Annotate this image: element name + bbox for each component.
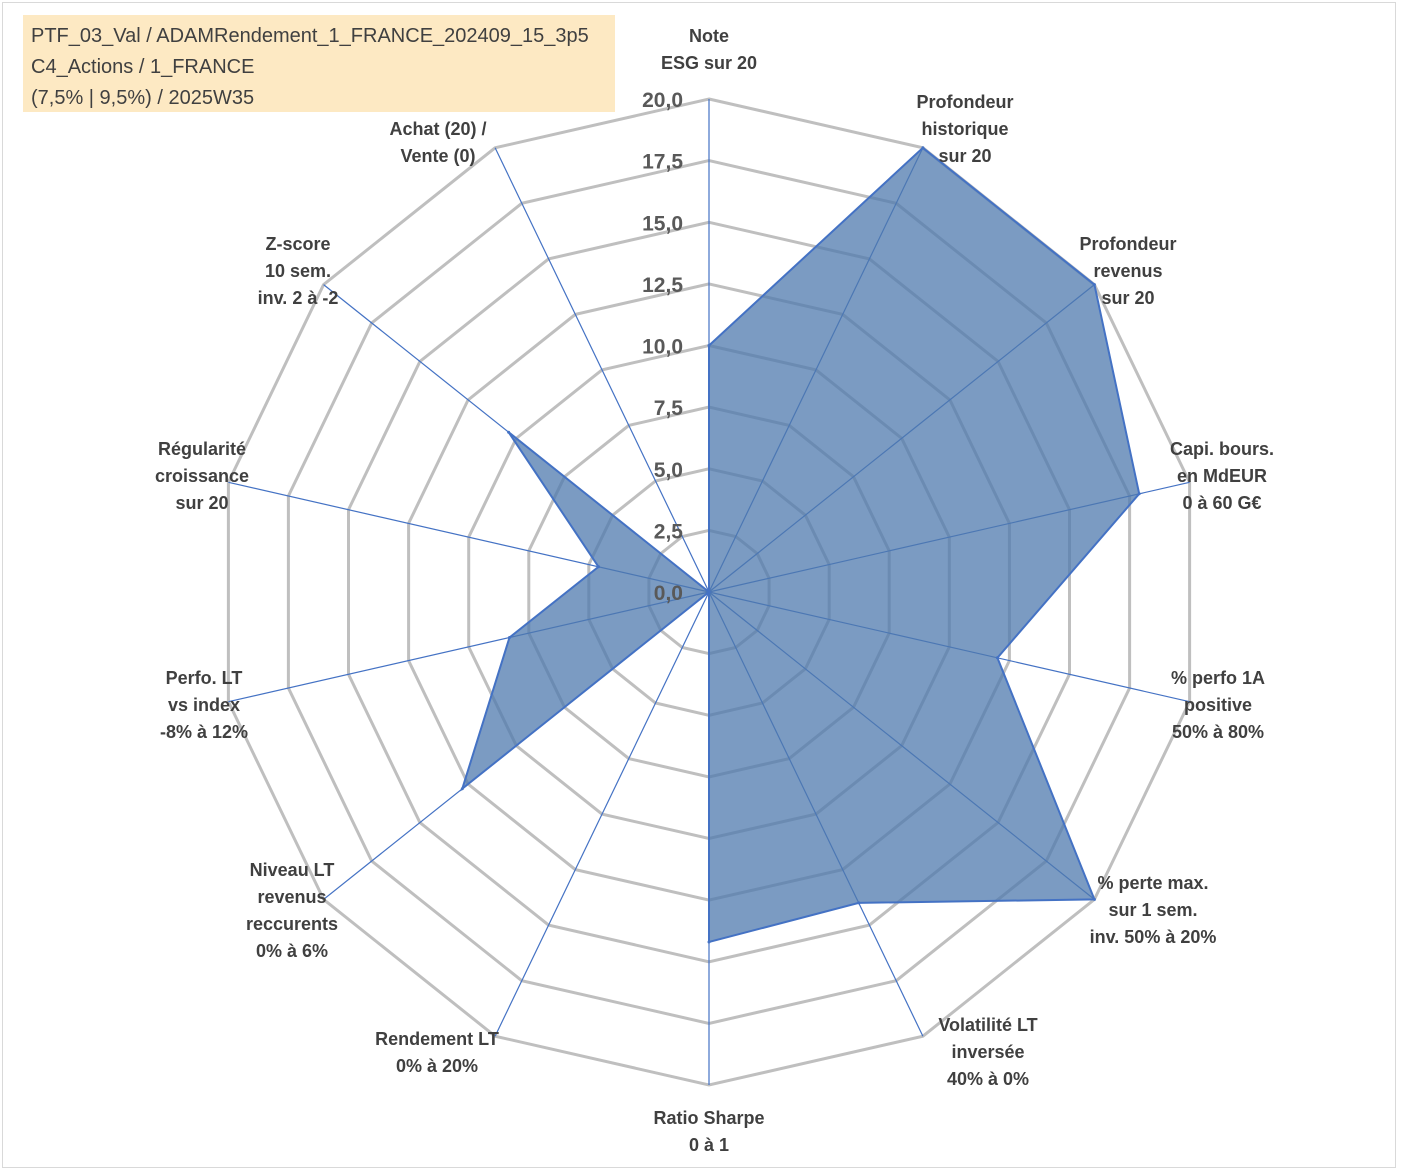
axis-label: Profondeur revenus sur 20 — [1080, 234, 1177, 308]
tick-label: 2,5 — [654, 520, 684, 543]
info-line-category: C4_Actions / 1_FRANCE — [31, 56, 255, 78]
axis-label-line: % perte max. — [1097, 873, 1208, 893]
axis-label: Régularité croissance sur 20 — [155, 439, 249, 513]
axis-label-line: Profondeur — [917, 92, 1014, 112]
axis-label-line: reccurents — [246, 914, 338, 934]
axis-label-line: sur 20 — [1101, 288, 1154, 308]
axis-label-line: 40% à 0% — [947, 1069, 1029, 1089]
axis-label-line: en MdEUR — [1177, 466, 1267, 486]
tick-label: 0,0 — [654, 582, 683, 605]
axis-label: Capi. bours. en MdEUR 0 à 60 G€ — [1170, 439, 1274, 513]
axis-label: Profondeur historique sur 20 — [917, 92, 1014, 166]
axis-label-line: sur 20 — [938, 146, 991, 166]
axis-label-line: inversée — [951, 1042, 1024, 1062]
axis-label: Z-score 10 sem. inv. 2 à -2 — [258, 234, 339, 308]
data-point — [921, 146, 925, 150]
data-point — [707, 590, 711, 594]
axis-label-line: sur 20 — [175, 493, 228, 513]
data-point — [707, 940, 711, 944]
data-point — [1137, 492, 1141, 496]
axis-label: Volatilité LT inversée 40% à 0% — [938, 1015, 1037, 1089]
tick-label: 7,5 — [654, 397, 684, 420]
axis-label-line: Régularité — [158, 439, 246, 459]
axis-label: % perte max. sur 1 sem. inv. 50% à 20% — [1090, 873, 1217, 947]
axis-label-line: % perfo 1A — [1171, 668, 1265, 688]
axis-label-line: 0% à 20% — [396, 1056, 478, 1076]
axis-label: % perfo 1A positive 50% à 80% — [1171, 668, 1265, 742]
axis-label-line: vs index — [168, 695, 240, 715]
data-point — [707, 344, 711, 347]
info-line-portfolio: PTF_03_Val / ADAMRendement_1_FRANCE_2024… — [31, 25, 589, 47]
axis-label-line: sur 1 sem. — [1108, 900, 1197, 920]
tick-label: 17,5 — [642, 151, 683, 174]
data-point — [508, 636, 511, 639]
axis-label-line: Perfo. LT — [166, 668, 243, 688]
info-line-period: (7,5% | 9,5%) / 2025W35 — [31, 87, 255, 109]
axis-label-line: inv. 50% à 20% — [1090, 927, 1217, 947]
axis-label-line: historique — [921, 119, 1008, 139]
tick-label: 10,0 — [642, 336, 683, 359]
axis-label-line: 0% à 6% — [256, 941, 328, 961]
data-point — [460, 787, 464, 791]
axis-label-line: Rendement LT — [375, 1029, 499, 1049]
data-point — [507, 430, 511, 434]
axis-label-line: 0 à 60 G€ — [1182, 493, 1261, 513]
axis-label-line: 0 à 1 — [689, 1135, 729, 1155]
axis-label-line: Vente (0) — [400, 146, 475, 166]
data-point — [597, 565, 600, 569]
axis-label: Note ESG sur 20 — [661, 26, 757, 73]
tick-label: 20,0 — [642, 89, 683, 112]
axis-label-line: 10 sem. — [265, 261, 331, 281]
tick-layer: 0,0 2,5 5,0 7,5 10,0 12,5 15,0 17,5 20,0 — [642, 89, 683, 605]
axis-label-line: 50% à 80% — [1172, 722, 1264, 742]
series-layer — [460, 146, 1141, 944]
axis-label-line: -8% à 12% — [160, 722, 248, 742]
axis-label-line: Achat (20) / — [389, 119, 486, 139]
axis-label-line: revenus — [257, 887, 326, 907]
chart-info-box: PTF_03_Val / ADAMRendement_1_FRANCE_2024… — [23, 15, 615, 112]
tick-label: 15,0 — [642, 212, 683, 235]
data-point — [995, 656, 999, 660]
axis-label-line: Note — [689, 26, 729, 46]
axis-spoke — [494, 147, 710, 593]
axis-label-line: ESG sur 20 — [661, 53, 757, 73]
axis-label-line: Volatilité LT — [938, 1015, 1037, 1035]
data-point — [857, 901, 861, 905]
axis-label: Ratio Sharpe 0 à 1 — [653, 1108, 764, 1155]
tick-label: 5,0 — [654, 459, 683, 482]
axis-label-line: Niveau LT — [250, 860, 335, 880]
axis-label-line: Ratio Sharpe — [653, 1108, 764, 1128]
series-area — [460, 146, 1141, 944]
axis-label-line: croissance — [155, 466, 249, 486]
axis-label-line: inv. 2 à -2 — [258, 288, 339, 308]
data-point — [1092, 283, 1096, 287]
axis-label: Rendement LT 0% à 20% — [375, 1029, 499, 1076]
axis-label-line: Profondeur — [1080, 234, 1177, 254]
axis-spoke — [494, 591, 710, 1037]
tick-label: 12,5 — [642, 274, 683, 297]
axis-label-line: Z-score — [265, 234, 330, 254]
data-point — [1092, 897, 1096, 901]
axis-label: Niveau LT revenus reccurents 0% à 6% — [246, 860, 338, 961]
axis-label-line: Capi. bours. — [1170, 439, 1274, 459]
axis-label-line: positive — [1184, 695, 1252, 715]
axis-label-line: revenus — [1093, 261, 1162, 281]
axis-label: Perfo. LT vs index -8% à 12% — [160, 668, 248, 742]
